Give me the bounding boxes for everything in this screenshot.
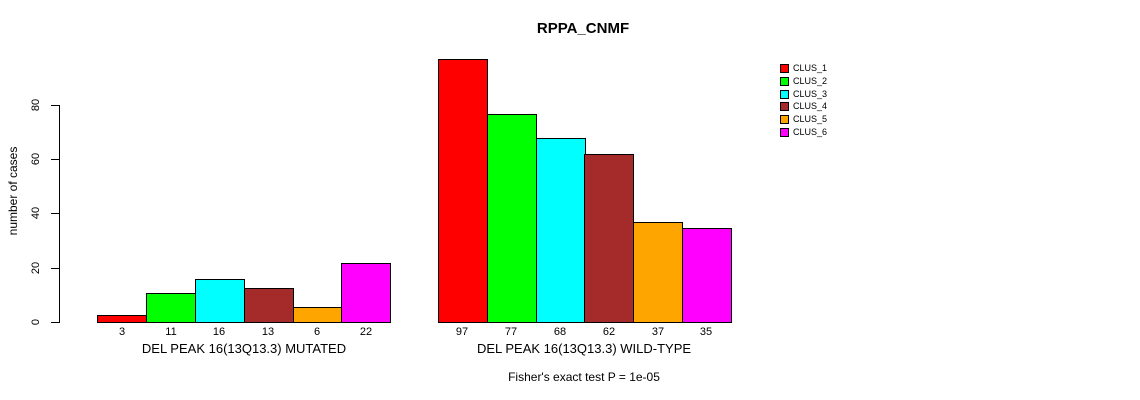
y-tick-label: 20 [30,261,42,275]
legend-swatch [780,102,789,111]
bar-value-label: 6 [313,326,321,338]
legend-label: CLUS_2 [793,76,828,86]
fisher-test-annotation: Fisher's exact test P = 1e-05 [508,370,660,384]
legend-item-clus_2: CLUS_2 [780,75,827,88]
legend-item-clus_1: CLUS_1 [780,62,827,75]
legend-swatch [780,77,789,86]
legend-swatch [780,115,789,124]
bar-clus_1-group1 [97,315,147,323]
bar-value-label: 37 [651,326,665,338]
bar-clus_6-group1 [341,263,391,323]
bar-clus_2-group1 [146,293,196,323]
bar-clus_4-group2 [584,154,634,323]
legend-label: CLUS_1 [793,63,828,73]
y-tick-label: 80 [30,98,42,112]
legend-swatch [780,128,789,137]
legend-item-clus_3: CLUS_3 [780,88,827,101]
legend-swatch [780,90,789,99]
y-tick-mark [51,213,59,214]
legend-item-clus_6: CLUS_6 [780,126,827,139]
legend-item-clus_4: CLUS_4 [780,100,827,113]
y-tick-label: 60 [30,152,42,166]
group-label-mutated: DEL PEAK 16(13Q13.3) MUTATED [141,341,347,356]
y-tick-mark [51,105,59,106]
bar-clus_5-group1 [293,307,343,323]
bar-value-label: 3 [118,326,126,338]
legend-label: CLUS_3 [793,89,828,99]
y-tick-mark [51,268,59,269]
legend-item-clus_5: CLUS_5 [780,113,827,126]
bar-value-label: 16 [212,326,226,338]
y-tick-mark [51,159,59,160]
bar-value-label: 68 [553,326,567,338]
y-tick-label: 40 [30,206,42,220]
legend-swatch [780,64,789,73]
bar-value-label: 97 [455,326,469,338]
legend-label: CLUS_4 [793,101,828,111]
group-label-wildtype: DEL PEAK 16(13Q13.3) WILD-TYPE [476,341,692,356]
bar-value-label: 22 [359,326,373,338]
bar-clus_6-group2 [682,228,732,323]
bar-value-label: 11 [165,326,177,338]
bar-value-label: 77 [504,326,518,338]
chart-title: RPPA_CNMF [536,20,630,37]
bar-clus_2-group2 [487,114,537,323]
legend-label: CLUS_6 [793,127,828,137]
bar-clus_3-group1 [195,279,245,323]
bar-clus_4-group1 [244,288,294,323]
y-axis-title: number of cases [6,146,20,236]
bar-clus_5-group2 [633,222,683,323]
bar-value-label: 13 [261,326,275,338]
bar-clus_1-group2 [438,59,488,323]
y-axis-line [59,105,60,323]
y-tick-label: 0 [30,318,42,326]
bar-clus_3-group2 [536,138,586,323]
y-tick-mark [51,322,59,323]
legend-label: CLUS_5 [793,114,828,124]
bar-value-label: 62 [602,326,616,338]
bar-value-label: 35 [699,326,713,338]
